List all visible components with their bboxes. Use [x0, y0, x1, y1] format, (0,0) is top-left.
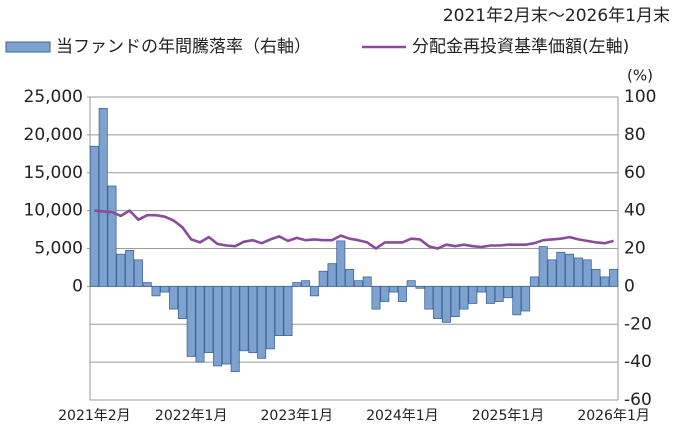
bar [133, 259, 143, 287]
bar [450, 285, 460, 318]
y-tick-label: 10,000 [24, 201, 83, 221]
bar [547, 259, 557, 287]
chart-subtitle: 2021年2月末～2026年1月末 [443, 6, 670, 26]
bar [565, 253, 575, 287]
bar [468, 285, 478, 304]
y2-tick-label: 100 [624, 87, 656, 107]
legend-swatch [5, 41, 51, 53]
bar [327, 263, 337, 287]
bar [283, 285, 293, 337]
bar [292, 282, 302, 287]
bar [512, 285, 522, 316]
x-tick-label: 2025年1月 [472, 408, 545, 424]
bar [397, 285, 407, 302]
y2-tick-label: 40 [624, 201, 646, 221]
y2-tick-label: 0 [624, 276, 635, 296]
legend-label: 分配金再投資基準価額(左軸) [412, 37, 629, 57]
bar [609, 268, 619, 287]
bar [160, 285, 170, 293]
bar [107, 185, 117, 287]
bar [591, 268, 601, 287]
bar [380, 285, 390, 302]
y2-tick-label: 60 [624, 163, 646, 183]
bar [230, 285, 240, 372]
y2-tick-label: -20 [624, 314, 652, 334]
legend-label: 当ファンドの年間騰落率（右軸） [56, 37, 311, 57]
bar [371, 285, 381, 310]
bar [538, 246, 548, 287]
bar [477, 285, 487, 293]
y-tick-label: 20,000 [24, 125, 83, 145]
x-tick-label: 2024年1月 [366, 408, 439, 424]
bar [336, 240, 346, 287]
bar [415, 285, 425, 289]
line [94, 209, 614, 250]
bar [494, 285, 504, 302]
bar [151, 285, 161, 297]
y2-tick-label: 80 [624, 125, 646, 145]
bar [433, 285, 443, 319]
bar [301, 280, 311, 287]
bar [239, 285, 249, 352]
legend: 当ファンドの年間騰落率（右軸） 分配金再投資基準価額(左軸) [5, 37, 629, 57]
bar [573, 257, 583, 287]
y2-axis-label: (%) [627, 67, 653, 85]
y-tick-label: 15,000 [24, 163, 83, 183]
bar [248, 285, 258, 354]
bar [556, 251, 566, 287]
x-tick-label: 2022年1月 [155, 408, 228, 424]
bar [204, 285, 214, 354]
bar [257, 285, 267, 359]
x-tick-label: 2026年1月 [577, 408, 650, 424]
y-tick-label: 25,000 [24, 87, 83, 107]
y-tick-label: 5,000 [34, 239, 83, 259]
bar [213, 285, 223, 367]
bar [485, 285, 495, 304]
bar [600, 276, 610, 287]
bar [186, 285, 196, 357]
bar [424, 285, 434, 310]
x-tick-label: 2021年2月 [58, 408, 131, 424]
bar [195, 285, 205, 363]
y2-tick-label: -40 [624, 352, 652, 372]
bar [169, 285, 179, 310]
bar [98, 107, 108, 287]
bar [125, 249, 135, 287]
bar [406, 280, 416, 287]
bar [221, 285, 231, 365]
x-tick-label: 2023年1月 [261, 408, 334, 424]
bar [177, 285, 187, 319]
y2-tick-label: -60 [624, 390, 652, 410]
bar [582, 259, 592, 287]
bar [353, 280, 363, 287]
bar [362, 276, 372, 287]
y-tick-label: 0 [72, 276, 83, 296]
bar [441, 285, 451, 323]
bar [142, 282, 152, 287]
bar [345, 268, 355, 287]
bar [521, 285, 531, 312]
y2-tick-label: 20 [624, 239, 646, 259]
bar [309, 285, 319, 297]
bar [318, 270, 328, 287]
bar [389, 285, 399, 293]
bar [529, 276, 539, 287]
bar [503, 285, 513, 299]
bar [265, 285, 275, 350]
bar [89, 145, 99, 287]
bar [116, 253, 126, 287]
bar [274, 285, 284, 337]
bar [459, 285, 469, 310]
